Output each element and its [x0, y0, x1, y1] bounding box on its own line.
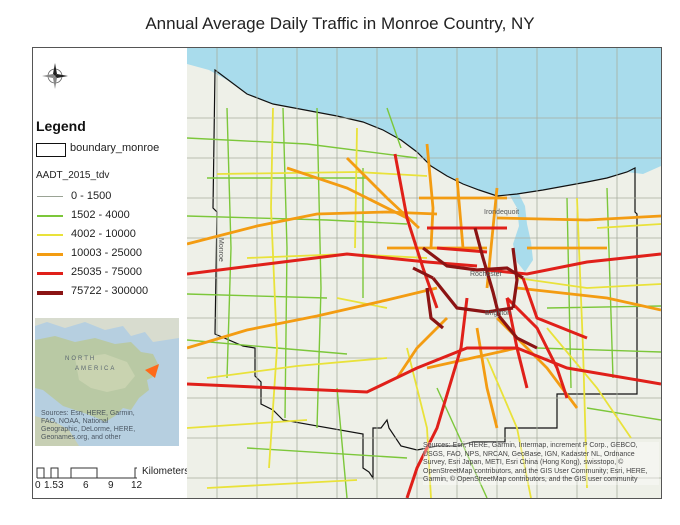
main-map[interactable]: Rochester Brighton Irondequoit Monroe So…	[187, 48, 661, 498]
roads-class-3	[187, 143, 661, 429]
scale-tick-3: 3	[58, 480, 64, 491]
legend-line-swatch	[37, 272, 63, 275]
place-label-irondequoit: Irondequoit	[484, 209, 520, 216]
scale-unit-label: Kilometers	[142, 466, 190, 477]
north-arrow-icon	[42, 63, 68, 89]
legend-class-label: 0 - 1500	[71, 190, 112, 202]
roads-class-5	[412, 227, 538, 350]
legend-class-row: 1502 - 4000	[37, 209, 187, 223]
legend-class-label: 25035 - 75000	[71, 266, 142, 278]
place-label-monroe: Monroe	[217, 238, 224, 262]
legend-class-row: 10003 - 25000	[37, 247, 187, 261]
county-boundary	[212, 68, 638, 480]
legend-class-label: 4002 - 10000	[71, 228, 136, 240]
scale-tick-0: 0	[35, 480, 41, 491]
scale-tick-12: 12	[131, 480, 143, 491]
legend-heading: Legend	[36, 118, 86, 134]
legend-line-swatch	[37, 234, 63, 236]
scale-tick-9: 9	[108, 480, 114, 491]
legend-line-swatch	[37, 253, 63, 256]
scale-tick-6: 6	[83, 480, 89, 491]
scale-bar: 0 1.5 3 6 9 12 Kilometers	[35, 460, 189, 491]
map-title: Annual Average Daily Traffic in Monroe C…	[145, 14, 535, 33]
inset-attribution: Sources: Esri, HERE, Garmin, FAO, NOAA, …	[41, 410, 136, 441]
lake-ontario	[187, 48, 661, 196]
legend-class-label: 1502 - 4000	[71, 209, 130, 221]
inset-label-america: AMERICA	[75, 366, 117, 372]
legend-class-label: 75722 - 300000	[71, 285, 149, 297]
inset-locator-map: NORTH AMERICA Sources: Esri, HERE, Garmi…	[35, 318, 179, 446]
layer-name-label: AADT_2015_tdv	[36, 170, 110, 181]
boundary-legend-label: boundary_monroe	[70, 142, 160, 154]
roads-class-0	[187, 48, 661, 498]
legend-panel: Legend boundary_monroe AADT_2015_tdv 0 -…	[33, 48, 189, 498]
legend-line-swatch	[37, 215, 63, 217]
legend-line-swatch	[37, 196, 63, 197]
scale-bar-graphic	[36, 467, 137, 479]
monroe-locator-marker	[145, 364, 159, 378]
legend-class-row: 4002 - 10000	[37, 228, 187, 242]
inset-land-shapes	[35, 318, 179, 446]
irondequoit-bay	[509, 194, 533, 272]
roads-class-1	[187, 107, 661, 498]
scale-tick-1-5: 1.5	[44, 480, 58, 491]
boundary-swatch	[36, 143, 66, 157]
place-label-brighton: Brighton	[485, 310, 512, 317]
legend-class-row: 0 - 1500	[37, 190, 187, 204]
inset-label-north: NORTH	[65, 356, 97, 362]
legend-line-swatch	[37, 291, 63, 295]
place-label-rochester: Rochester	[470, 271, 502, 278]
legend-class-row: 25035 - 75000	[37, 266, 187, 280]
traffic-map-canvas[interactable]	[187, 48, 661, 498]
legend-class-label: 10003 - 25000	[71, 247, 142, 259]
legend-class-row: 75722 - 300000	[37, 285, 187, 299]
layout-frame	[32, 47, 662, 499]
map-attribution: Sources: Esri, HERE, Garmin, Intermap, i…	[423, 442, 659, 485]
